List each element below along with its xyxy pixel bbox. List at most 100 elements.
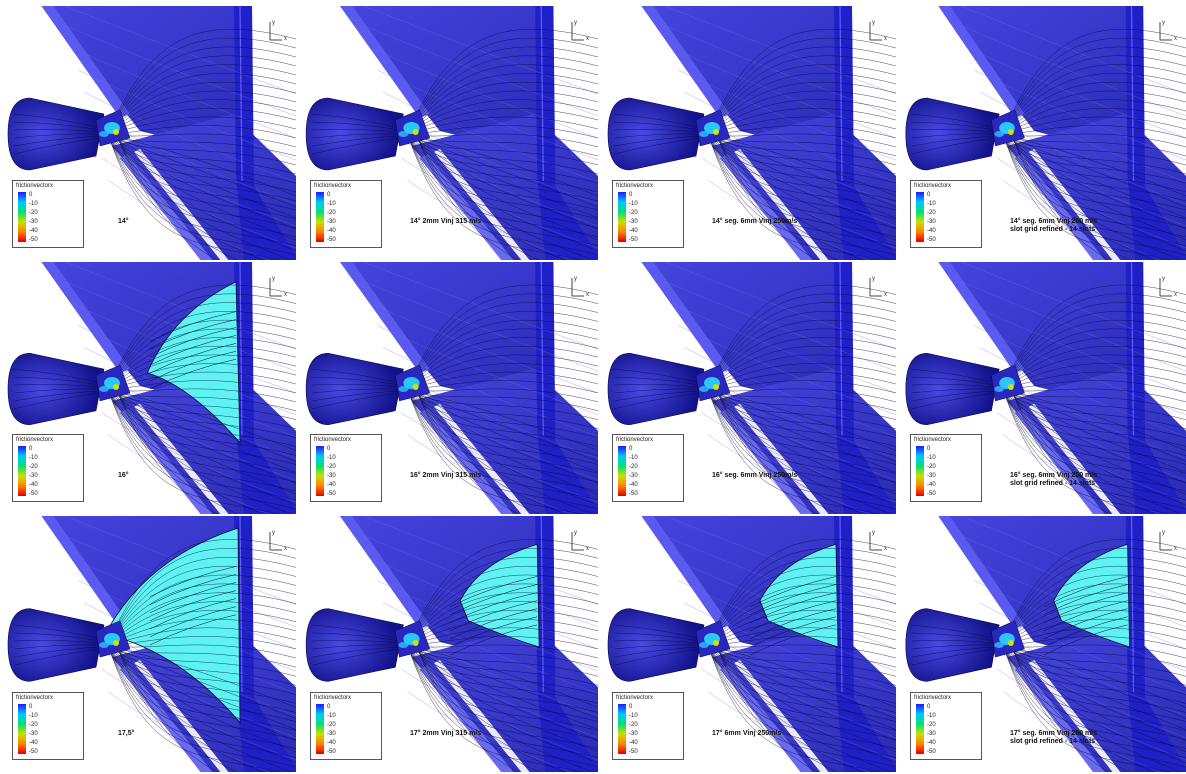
color-legend: frictionvectorx 0 -10 -20 -30 -40 -50 bbox=[12, 180, 84, 248]
axis-x-label: x bbox=[884, 36, 887, 42]
legend-tick-label: -50 bbox=[927, 749, 936, 755]
caption-line: slot grid refined - 14 slots bbox=[1010, 480, 1096, 487]
axis-x-label: x bbox=[884, 292, 887, 298]
legend-tick-label: -50 bbox=[29, 237, 38, 243]
legend-tick-label: -30 bbox=[327, 219, 336, 225]
legend-tick-label: -40 bbox=[29, 740, 38, 746]
wing-surface-render bbox=[7, 262, 296, 514]
legend-tick-label: -20 bbox=[327, 210, 336, 216]
result-panel: y x frictionvectorx 0 -10 -20 -30 -40 -50 16° bbox=[0, 262, 296, 514]
legend-tick-label: -30 bbox=[629, 731, 638, 737]
caption-line: 17,5° bbox=[118, 730, 135, 737]
legend-tick-label: -10 bbox=[327, 455, 336, 461]
legend-tick-label: -10 bbox=[629, 201, 638, 207]
legend-tick-label: -20 bbox=[629, 464, 638, 470]
legend-title: frictionvectorx bbox=[314, 695, 352, 701]
axis-y-label: y bbox=[1162, 530, 1165, 536]
caption-line: 16° 2mm Vinj 315 m/s bbox=[410, 472, 482, 479]
legend-tick-label: -10 bbox=[629, 455, 638, 461]
legend-color-bar bbox=[316, 704, 324, 754]
legend-color-bar bbox=[316, 446, 324, 496]
legend-tick-label: -50 bbox=[327, 749, 336, 755]
panel-caption: 16° seg. 6mm Vinj 250 m/s slot grid refin… bbox=[1010, 472, 1097, 488]
legend-tick-label: -10 bbox=[629, 713, 638, 719]
legend-title: frictionvectorx bbox=[616, 183, 654, 189]
caption-line: 17° 6mm Vinj 250m/s bbox=[712, 730, 782, 737]
wing-surface-render bbox=[305, 516, 598, 772]
wing-surface-render bbox=[905, 6, 1186, 260]
panel-caption: 16° 2mm Vinj 315 m/s bbox=[410, 472, 481, 480]
legend-tick-label: 0 bbox=[327, 704, 331, 710]
panel-caption: 14° bbox=[118, 218, 129, 226]
legend-tick-label: -20 bbox=[29, 722, 38, 728]
legend-color-bar bbox=[916, 704, 924, 754]
legend-tick-label: -10 bbox=[927, 201, 936, 207]
legend-tick-label: -50 bbox=[327, 491, 336, 497]
legend-tick-label: 0 bbox=[927, 446, 931, 452]
legend-tick-label: -30 bbox=[327, 473, 336, 479]
legend-tick-label: -30 bbox=[927, 731, 936, 737]
axis-x-label: x bbox=[284, 36, 287, 42]
legend-tick-label: -10 bbox=[927, 455, 936, 461]
legend-tick-label: 0 bbox=[927, 704, 931, 710]
wing-surface-render bbox=[305, 262, 598, 514]
legend-tick-label: -10 bbox=[29, 201, 38, 207]
legend-tick-label: -10 bbox=[29, 713, 38, 719]
axis-y-label: y bbox=[574, 276, 577, 282]
color-legend: frictionvectorx 0 -10 -20 -30 -40 -50 bbox=[612, 692, 684, 760]
legend-tick-label: -30 bbox=[629, 473, 638, 479]
color-legend: frictionvectorx 0 -10 -20 -30 -40 -50 bbox=[910, 434, 982, 502]
legend-color-bar bbox=[18, 446, 26, 496]
legend-color-bar bbox=[916, 446, 924, 496]
legend-tick-label: 0 bbox=[629, 446, 633, 452]
axis-y-label: y bbox=[872, 276, 875, 282]
panel-caption: 16° bbox=[118, 472, 129, 480]
legend-tick-label: -40 bbox=[29, 228, 38, 234]
caption-line: 17° 2mm Vinj 315 m/s bbox=[410, 730, 482, 737]
legend-title: frictionvectorx bbox=[16, 695, 54, 701]
caption-line: 16° bbox=[118, 472, 129, 479]
wing-surface-render bbox=[607, 262, 896, 514]
legend-tick-label: 0 bbox=[927, 192, 931, 198]
legend-tick-label: -30 bbox=[29, 731, 38, 737]
legend-tick-label: -40 bbox=[327, 740, 336, 746]
legend-tick-label: -40 bbox=[629, 228, 638, 234]
wing-surface-render bbox=[905, 516, 1186, 772]
axis-x-label: x bbox=[1174, 546, 1177, 552]
legend-title: frictionvectorx bbox=[314, 437, 352, 443]
axis-y-label: y bbox=[1162, 276, 1165, 282]
panel-caption: 17° seg. 6mm Vinj 250 m/s slot grid refin… bbox=[1010, 730, 1097, 746]
legend-tick-label: 0 bbox=[629, 704, 633, 710]
axis-x-label: x bbox=[284, 292, 287, 298]
color-legend: frictionvectorx 0 -10 -20 -30 -40 -50 bbox=[910, 692, 982, 760]
caption-line: 14° 2mm Vinj 315 m/s bbox=[410, 218, 482, 225]
legend-color-bar bbox=[18, 192, 26, 242]
legend-tick-label: -40 bbox=[927, 228, 936, 234]
wing-surface-render bbox=[7, 6, 296, 260]
legend-tick-label: 0 bbox=[29, 704, 33, 710]
legend-color-bar bbox=[618, 192, 626, 242]
legend-tick-label: -50 bbox=[29, 491, 38, 497]
legend-tick-label: -40 bbox=[927, 482, 936, 488]
legend-tick-label: -50 bbox=[629, 237, 638, 243]
legend-tick-label: -10 bbox=[327, 201, 336, 207]
legend-tick-label: -30 bbox=[327, 731, 336, 737]
color-legend: frictionvectorx 0 -10 -20 -30 -40 -50 bbox=[12, 434, 84, 502]
wing-surface-render bbox=[305, 6, 598, 260]
legend-tick-label: 0 bbox=[29, 446, 33, 452]
legend-title: frictionvectorx bbox=[914, 183, 952, 189]
panel-caption: 14° seg. 6mm Vinj 250 m/s slot grid refin… bbox=[1010, 218, 1097, 234]
legend-tick-label: -10 bbox=[927, 713, 936, 719]
legend-color-bar bbox=[18, 704, 26, 754]
caption-line: 16° seg. 6mm Vinj 250m/s bbox=[712, 472, 798, 479]
caption-line: slot grid refined - 14 slots bbox=[1010, 738, 1096, 745]
axis-x-label: x bbox=[1174, 36, 1177, 42]
legend-tick-label: -30 bbox=[29, 473, 38, 479]
legend-tick-label: -40 bbox=[327, 228, 336, 234]
